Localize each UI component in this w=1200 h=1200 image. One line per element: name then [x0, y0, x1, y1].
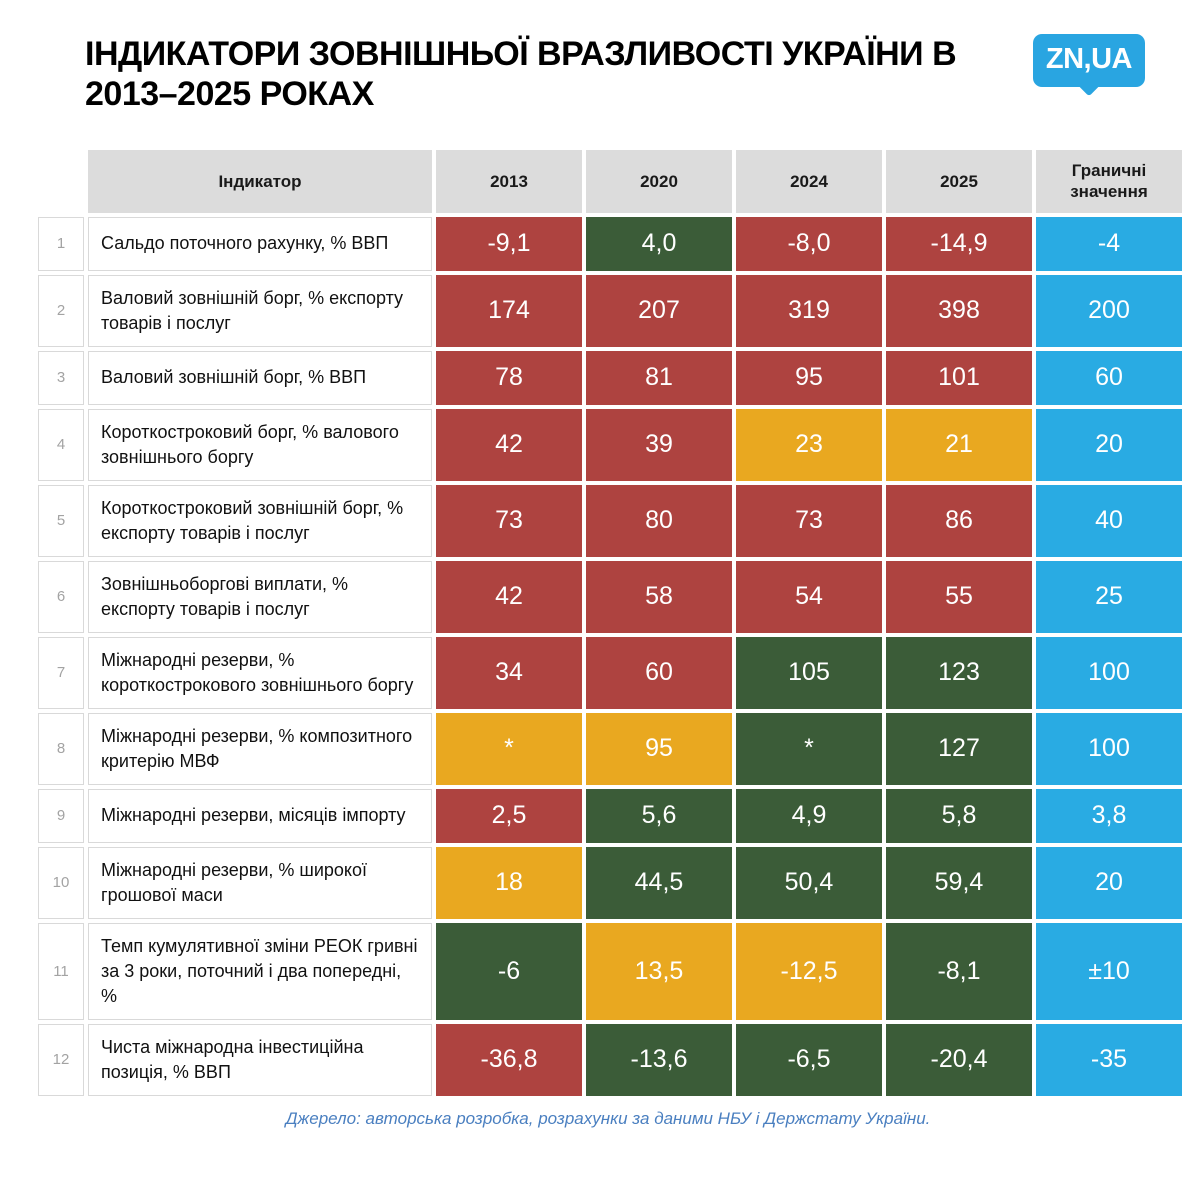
value-cell: 123: [886, 636, 1032, 709]
value-cell: 21: [886, 408, 1032, 481]
value-cell: 207: [586, 274, 732, 347]
value-cell: 54: [736, 560, 882, 633]
value-cell: 39: [586, 408, 732, 481]
value-cell: 4,9: [736, 788, 882, 843]
page-title: Індикатори зовнішньої вразливості Україн…: [85, 35, 957, 114]
value-cell: 5,8: [886, 788, 1032, 843]
header-spacer: [38, 150, 84, 213]
threshold-cell: 25: [1036, 560, 1182, 633]
indicator-name: Валовий зовнішній борг, % експорту товар…: [88, 274, 432, 347]
value-cell: 4,0: [586, 216, 732, 271]
value-cell: 81: [586, 350, 732, 405]
znua-logo: ZN,UA: [1032, 34, 1145, 87]
indicator-name: Чиста міжнародна інвестиційна позиція, %…: [88, 1023, 432, 1096]
value-cell: 101: [886, 350, 1032, 405]
znua-logo-text: ZN,UA: [1045, 43, 1133, 75]
column-header-indicator: Індикатор: [88, 150, 432, 213]
value-cell: 86: [886, 484, 1032, 557]
value-cell: 60: [586, 636, 732, 709]
value-cell: 55: [886, 560, 1032, 633]
column-header-2025: 2025: [886, 150, 1032, 213]
indicator-name: Валовий зовнішній борг, % ВВП: [88, 350, 432, 405]
value-cell: 95: [736, 350, 882, 405]
row-number: 10: [38, 846, 84, 919]
value-cell: 42: [436, 560, 582, 633]
value-cell: 58: [586, 560, 732, 633]
row-number: 6: [38, 560, 84, 633]
row-number: 5: [38, 484, 84, 557]
indicator-name: Міжнародні резерви, % композитного крите…: [88, 712, 432, 785]
value-cell: -6,5: [736, 1023, 882, 1096]
threshold-cell: 20: [1036, 408, 1182, 481]
indicator-name: Темп кумулятивної зміни РЕОК гривні за 3…: [88, 922, 432, 1020]
value-cell: 174: [436, 274, 582, 347]
value-cell: 18: [436, 846, 582, 919]
value-cell: 73: [736, 484, 882, 557]
value-cell: -20,4: [886, 1023, 1032, 1096]
value-cell: 50,4: [736, 846, 882, 919]
row-number: 1: [38, 216, 84, 271]
threshold-cell: 60: [1036, 350, 1182, 405]
threshold-cell: ±10: [1036, 922, 1182, 1020]
indicator-name: Короткостроковий борг, % валового зовніш…: [88, 408, 432, 481]
value-cell: 80: [586, 484, 732, 557]
value-cell: -14,9: [886, 216, 1032, 271]
row-number: 8: [38, 712, 84, 785]
indicator-name: Зовнішньоборгові виплати, % експорту тов…: [88, 560, 432, 633]
indicator-name: Сальдо поточного рахунку, % ВВП: [88, 216, 432, 271]
value-cell: -8,1: [886, 922, 1032, 1020]
threshold-cell: -4: [1036, 216, 1182, 271]
value-cell: 73: [436, 484, 582, 557]
source-note: Джерело: авторська розробка, розрахунки …: [285, 1108, 931, 1128]
column-header-2013: 2013: [436, 150, 582, 213]
row-number: 9: [38, 788, 84, 843]
value-cell: 34: [436, 636, 582, 709]
threshold-cell: 200: [1036, 274, 1182, 347]
value-cell: 78: [436, 350, 582, 405]
threshold-cell: -35: [1036, 1023, 1182, 1096]
threshold-cell: 20: [1036, 846, 1182, 919]
row-number: 3: [38, 350, 84, 405]
value-cell: 319: [736, 274, 882, 347]
value-cell: -13,6: [586, 1023, 732, 1096]
value-cell: 127: [886, 712, 1032, 785]
value-cell: 5,6: [586, 788, 732, 843]
row-number: 12: [38, 1023, 84, 1096]
value-cell: 42: [436, 408, 582, 481]
value-cell: 23: [736, 408, 882, 481]
row-number: 2: [38, 274, 84, 347]
value-cell: -6: [436, 922, 582, 1020]
indicators-table: Індикатор 2013 2020 2024 2025 Граничні з…: [38, 150, 1182, 1096]
value-cell: 398: [886, 274, 1032, 347]
threshold-cell: 40: [1036, 484, 1182, 557]
column-header-threshold: Граничні значення: [1036, 150, 1182, 213]
value-cell: -12,5: [736, 922, 882, 1020]
column-header-2024: 2024: [736, 150, 882, 213]
header-bar: Індикатори зовнішньої вразливості Україн…: [38, 0, 1178, 114]
threshold-cell: 3,8: [1036, 788, 1182, 843]
indicator-name: Міжнародні резерви, місяців імпорту: [88, 788, 432, 843]
value-cell: 44,5: [586, 846, 732, 919]
indicator-name: Міжнародні резерви, % широкої грошової м…: [88, 846, 432, 919]
value-cell: -9,1: [436, 216, 582, 271]
value-cell: -36,8: [436, 1023, 582, 1096]
threshold-cell: 100: [1036, 712, 1182, 785]
value-cell: 2,5: [436, 788, 582, 843]
value-cell: *: [436, 712, 582, 785]
threshold-cell: 100: [1036, 636, 1182, 709]
column-header-2020: 2020: [586, 150, 732, 213]
indicator-name: Короткостроковий зовнішній борг, % експо…: [88, 484, 432, 557]
value-cell: 105: [736, 636, 882, 709]
row-number: 4: [38, 408, 84, 481]
row-number: 11: [38, 922, 84, 1020]
indicator-name: Міжнародні резерви, % короткострокового …: [88, 636, 432, 709]
value-cell: 13,5: [586, 922, 732, 1020]
row-number: 7: [38, 636, 84, 709]
value-cell: 95: [586, 712, 732, 785]
value-cell: *: [736, 712, 882, 785]
value-cell: -8,0: [736, 216, 882, 271]
value-cell: 59,4: [886, 846, 1032, 919]
